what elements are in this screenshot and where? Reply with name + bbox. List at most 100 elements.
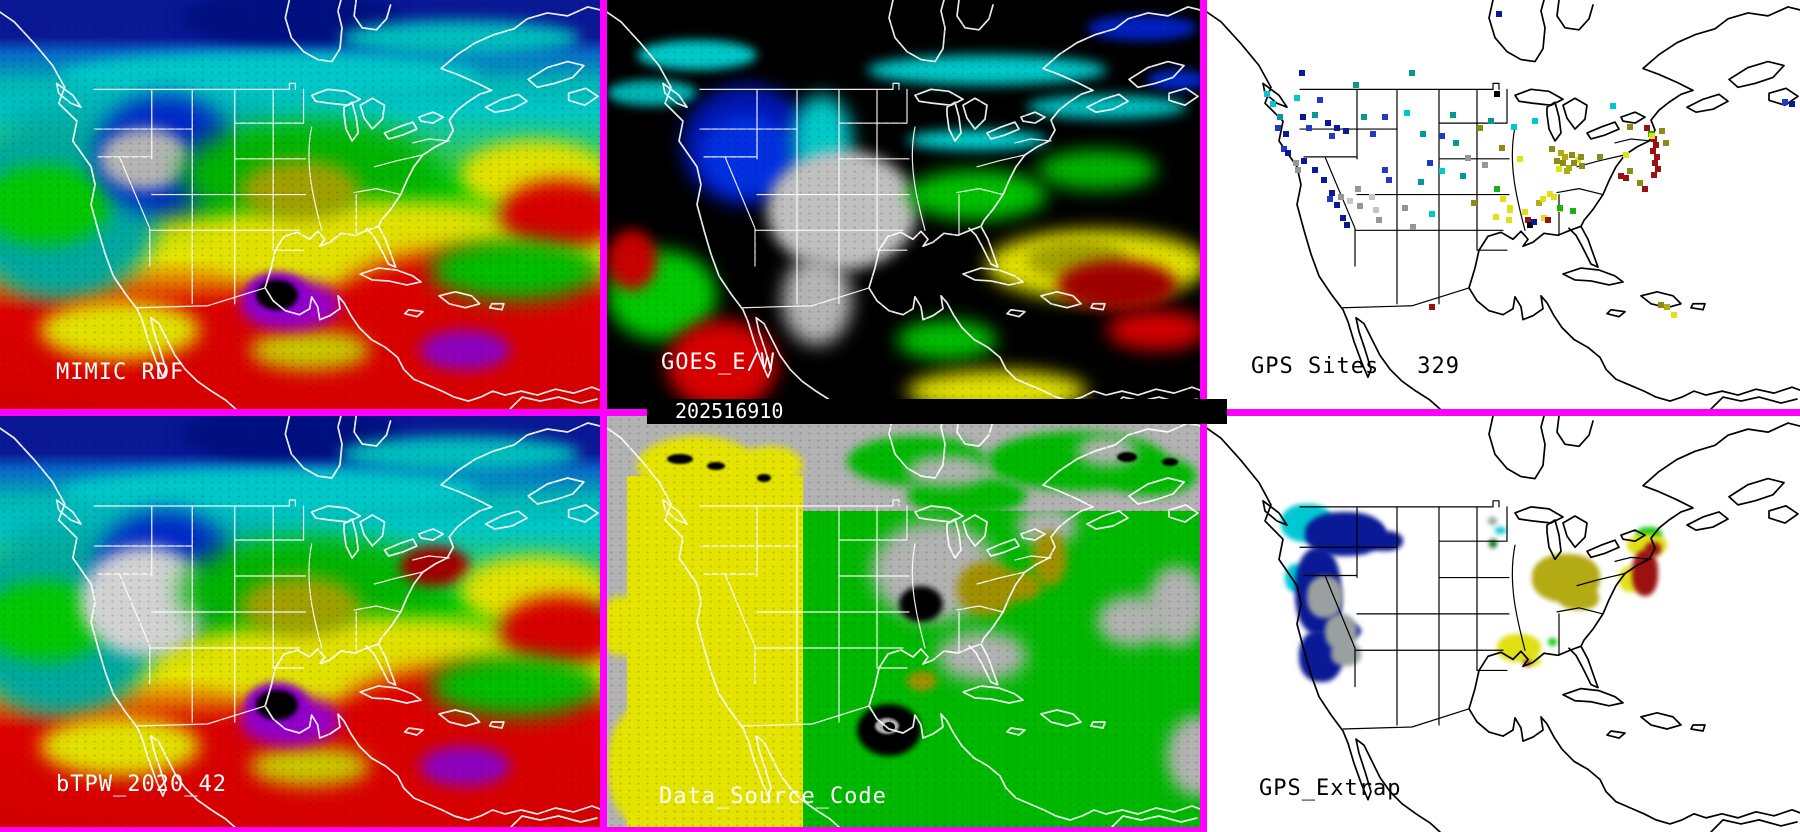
gps-site-dot — [1386, 177, 1392, 183]
gps-site-dot — [1277, 114, 1283, 120]
field-blob — [100, 128, 190, 190]
gps-site-dot — [1460, 173, 1466, 179]
panel-btpw: bTPW_2020_42 — [0, 416, 600, 828]
gps-site-dot — [1410, 224, 1416, 230]
gps-site-dot — [1623, 175, 1629, 181]
field-blob — [1002, 571, 1042, 601]
field-blob — [782, 255, 852, 345]
gps-site-dot — [1325, 120, 1331, 126]
field-blob — [897, 320, 997, 360]
field-blob — [647, 811, 787, 828]
gps-site-dot — [1300, 114, 1306, 120]
gps-extrap-region — [1548, 638, 1557, 646]
gps-site-dot — [1404, 110, 1410, 116]
field-blob — [907, 170, 1047, 220]
gps-site-dot — [1294, 95, 1300, 101]
gps-site-dot — [1494, 186, 1500, 192]
panel-data-source-code: Data_Source_Code — [607, 416, 1200, 828]
gps-extrap-region — [1488, 517, 1497, 525]
gps-site-dot — [1340, 215, 1346, 221]
field-blob — [607, 230, 657, 290]
gps-sites-count: 329 — [1417, 354, 1460, 379]
gps-site-dot — [1627, 124, 1633, 130]
field-blob — [707, 462, 725, 470]
field-blob — [607, 80, 697, 106]
panel-goes-ew: GOES_E/W — [607, 0, 1200, 409]
field-blob — [430, 240, 600, 300]
field-blob — [240, 576, 360, 636]
gps-site-dot — [1429, 211, 1435, 217]
gps-site-dot — [1376, 217, 1382, 223]
field-blob — [250, 330, 370, 370]
gps-site-dot — [1283, 131, 1289, 137]
gps-site-dot — [1623, 152, 1629, 158]
gps-site-dot — [1295, 167, 1301, 173]
panel-label-btpw: bTPW_2020_42 — [56, 772, 227, 797]
gps-site-dot — [1270, 101, 1276, 107]
field-blob — [1107, 310, 1200, 350]
hurricane-core — [883, 722, 895, 732]
gps-site-dot — [1571, 160, 1577, 166]
gps-site-dot — [1659, 128, 1665, 134]
gps-site-dot — [1321, 177, 1327, 183]
hurricane-swirl-core — [256, 690, 298, 720]
gps-site-dot — [1496, 11, 1502, 17]
timestamp-bar: 202516910 — [647, 399, 1227, 424]
gps-extrap-region — [1489, 539, 1497, 548]
field-blob — [420, 330, 510, 370]
gps-site-dot — [1357, 203, 1363, 209]
gps-site-dot — [1427, 160, 1433, 166]
gps-site-dot — [1782, 99, 1788, 105]
field-blob — [400, 546, 470, 586]
gps-site-dot — [1361, 114, 1367, 120]
gps-extrap-region — [1367, 531, 1403, 551]
gps-site-dot — [1369, 194, 1375, 200]
gps-site-dot — [1507, 205, 1513, 211]
gps-extrap-region — [1632, 550, 1658, 596]
gps-site-dot — [1532, 118, 1538, 124]
timestamp-text: 202516910 — [675, 399, 784, 423]
gps-site-dot — [1453, 140, 1459, 146]
gps-site-dot — [1506, 217, 1512, 223]
gps-site-dot — [1671, 312, 1677, 318]
gps-site-dot — [1610, 103, 1616, 109]
gps-extrap-region — [1559, 586, 1599, 610]
gps-site-dot — [1418, 179, 1424, 185]
field-blob — [1117, 452, 1137, 462]
gps-site-dot — [1482, 162, 1488, 168]
gps-site-dot — [1450, 112, 1456, 118]
divider-bottom — [0, 827, 1207, 832]
gps-site-dot — [1334, 125, 1340, 131]
gps-site-dot — [1494, 91, 1500, 97]
gps-site-dot — [1564, 168, 1570, 174]
gps-site-dot — [1579, 163, 1585, 169]
gps-site-dot — [1663, 140, 1669, 146]
gps-sites-title: GPS Sites — [1251, 354, 1380, 379]
gps-site-dot — [1493, 214, 1499, 220]
gps-site-dot — [1429, 304, 1435, 310]
field-blob — [1147, 70, 1200, 90]
field-blob — [907, 671, 937, 691]
field-blob — [1087, 15, 1197, 41]
field-blob — [1057, 260, 1177, 310]
field-blob — [1147, 566, 1200, 646]
gps-extrap-region — [1307, 576, 1343, 618]
gps-site-dot — [1264, 91, 1270, 97]
gps-site-dot — [1562, 154, 1568, 160]
gps-site-dot — [1334, 202, 1340, 208]
field-blob — [907, 456, 987, 486]
field-blob — [240, 160, 360, 220]
gps-site-dot — [1649, 133, 1655, 139]
gps-site-dot — [1373, 207, 1379, 213]
gps-site-dot — [1312, 167, 1318, 173]
gps-site-dot — [1344, 222, 1350, 228]
gps-site-dot — [1329, 133, 1335, 139]
gps-site-dot — [1664, 304, 1670, 310]
gps-site-dot — [1465, 155, 1471, 161]
gps-site-dot — [1370, 131, 1376, 137]
gps-site-dot — [1477, 125, 1483, 131]
field-blob — [40, 716, 200, 776]
panel-label-goes-ew: GOES_E/W — [661, 350, 775, 375]
gps-site-dot — [1570, 208, 1576, 214]
